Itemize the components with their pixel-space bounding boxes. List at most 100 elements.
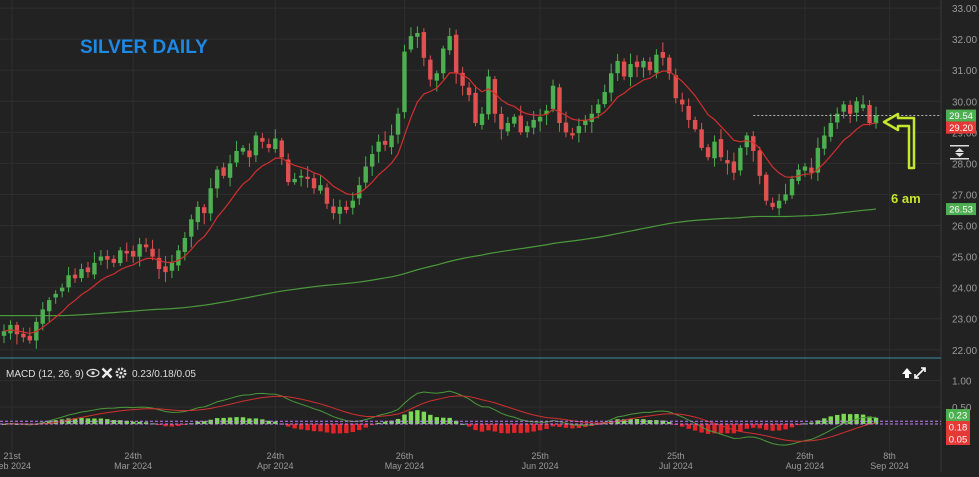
macd-hist-bar [324, 423, 330, 433]
macd-hist-bar [680, 423, 685, 427]
x-tick-month: Feb 2024 [0, 461, 31, 471]
macd-hist-bar [828, 416, 833, 424]
macd-hist-bar [796, 423, 801, 426]
candle-body [460, 72, 465, 86]
y-tick-label: 31.00 [952, 66, 977, 77]
candle-body [344, 206, 349, 211]
x-tick-month: Aug 2024 [786, 461, 825, 471]
candle-body [479, 113, 485, 125]
candle-body [79, 269, 84, 279]
macd-hist-bar [369, 423, 375, 426]
candle-body [8, 324, 13, 334]
y-tick-label: 33.00 [952, 4, 977, 15]
candle-body [873, 115, 879, 124]
candle-body [860, 104, 866, 109]
candle-body [124, 250, 129, 254]
candle-body [854, 101, 859, 113]
candle-body [518, 115, 523, 133]
macd-hist-bar [286, 423, 291, 427]
candle-body [331, 206, 336, 214]
macd-hist-bar [499, 423, 504, 434]
candle-body [163, 266, 168, 273]
macd-line [3, 390, 877, 446]
crosshair-icon[interactable] [950, 145, 969, 160]
arrow-up-icon[interactable] [902, 368, 912, 378]
candle-body [751, 136, 756, 151]
macd-hist-bar [744, 423, 750, 429]
y-tick-label: 23.00 [952, 315, 977, 326]
macd-hist-bar [847, 414, 853, 424]
macd-hist-bar [557, 423, 562, 428]
candle-body [428, 59, 433, 80]
candle-body [628, 64, 633, 78]
candle-body [286, 159, 291, 183]
macd-value-tag [946, 409, 970, 421]
candle-body [273, 138, 278, 150]
macd-hist-bar [699, 423, 704, 433]
macd-hist-bar [273, 421, 278, 424]
candle-body [828, 123, 833, 137]
candle-body [14, 324, 20, 335]
macd-hist-bar [227, 417, 233, 424]
candle-body [563, 122, 569, 133]
macd-hist-bar [789, 423, 795, 428]
macd-hist-bar [738, 423, 743, 432]
macd-hist-bar [505, 423, 511, 434]
eye-icon[interactable] [86, 368, 100, 378]
x-tick-month: Apr 2024 [257, 461, 294, 471]
gear-icon[interactable] [115, 367, 127, 379]
y-tick-label: 22.00 [952, 346, 977, 357]
sma-line [0, 208, 877, 317]
macd-hist-bar [389, 420, 394, 424]
macd-hist-bar [621, 419, 627, 424]
price-tag-value: 26.53 [949, 205, 973, 216]
macd-hist-bar [647, 420, 653, 424]
candle-body [298, 175, 304, 178]
macd-hist-bar [712, 423, 717, 434]
macd-value-tag-text: 0.05 [949, 435, 968, 446]
candle-body [59, 287, 65, 292]
macd-hist-bar [531, 423, 536, 432]
macd-hist-bar [705, 423, 711, 434]
candle-body [718, 139, 724, 158]
candle-body [660, 52, 666, 58]
macd-hist-bar [124, 420, 129, 424]
candle-body [266, 144, 272, 148]
macd-hist-bar [163, 423, 168, 427]
candle-body [589, 113, 594, 122]
macd-hist-bar [525, 423, 530, 433]
macd-hist-bar [376, 422, 381, 424]
candle-body [118, 250, 123, 264]
candle-body [647, 61, 653, 71]
candle-body [305, 176, 310, 179]
macd-hist-bar [298, 423, 304, 430]
candle-body [512, 116, 517, 124]
candle-body [247, 150, 252, 158]
macd-hist-bar [447, 417, 452, 424]
y-tick-label: 28.00 [952, 159, 977, 170]
candle-body [499, 113, 504, 130]
macd-pane[interactable] [0, 390, 941, 446]
candle-body [208, 188, 213, 214]
price-axis[interactable]: 22.00 23.00 24.00 25.00 26.00 27.00 28.00 29.00… [940, 0, 977, 472]
macd-values-text: 0.23/0.18/0.05 [132, 369, 196, 380]
macd-histogram [1, 410, 879, 434]
expand-icon[interactable] [914, 367, 926, 379]
candle-body [447, 36, 452, 51]
x-tick-day: 26th [796, 451, 814, 461]
candle-body [176, 250, 181, 266]
macd-indicator-label[interactable]: MACD (12, 26, 9) [6, 369, 84, 380]
candle-body [789, 178, 795, 196]
candle-body [654, 54, 659, 73]
candle-body [434, 73, 439, 81]
close-icon[interactable] [101, 367, 113, 379]
candle-body [214, 169, 220, 189]
candle-body [402, 51, 407, 113]
candle-body [686, 105, 691, 120]
macd-hist-bar [763, 423, 769, 430]
candle-body [1, 331, 7, 336]
candle-body [143, 244, 149, 248]
